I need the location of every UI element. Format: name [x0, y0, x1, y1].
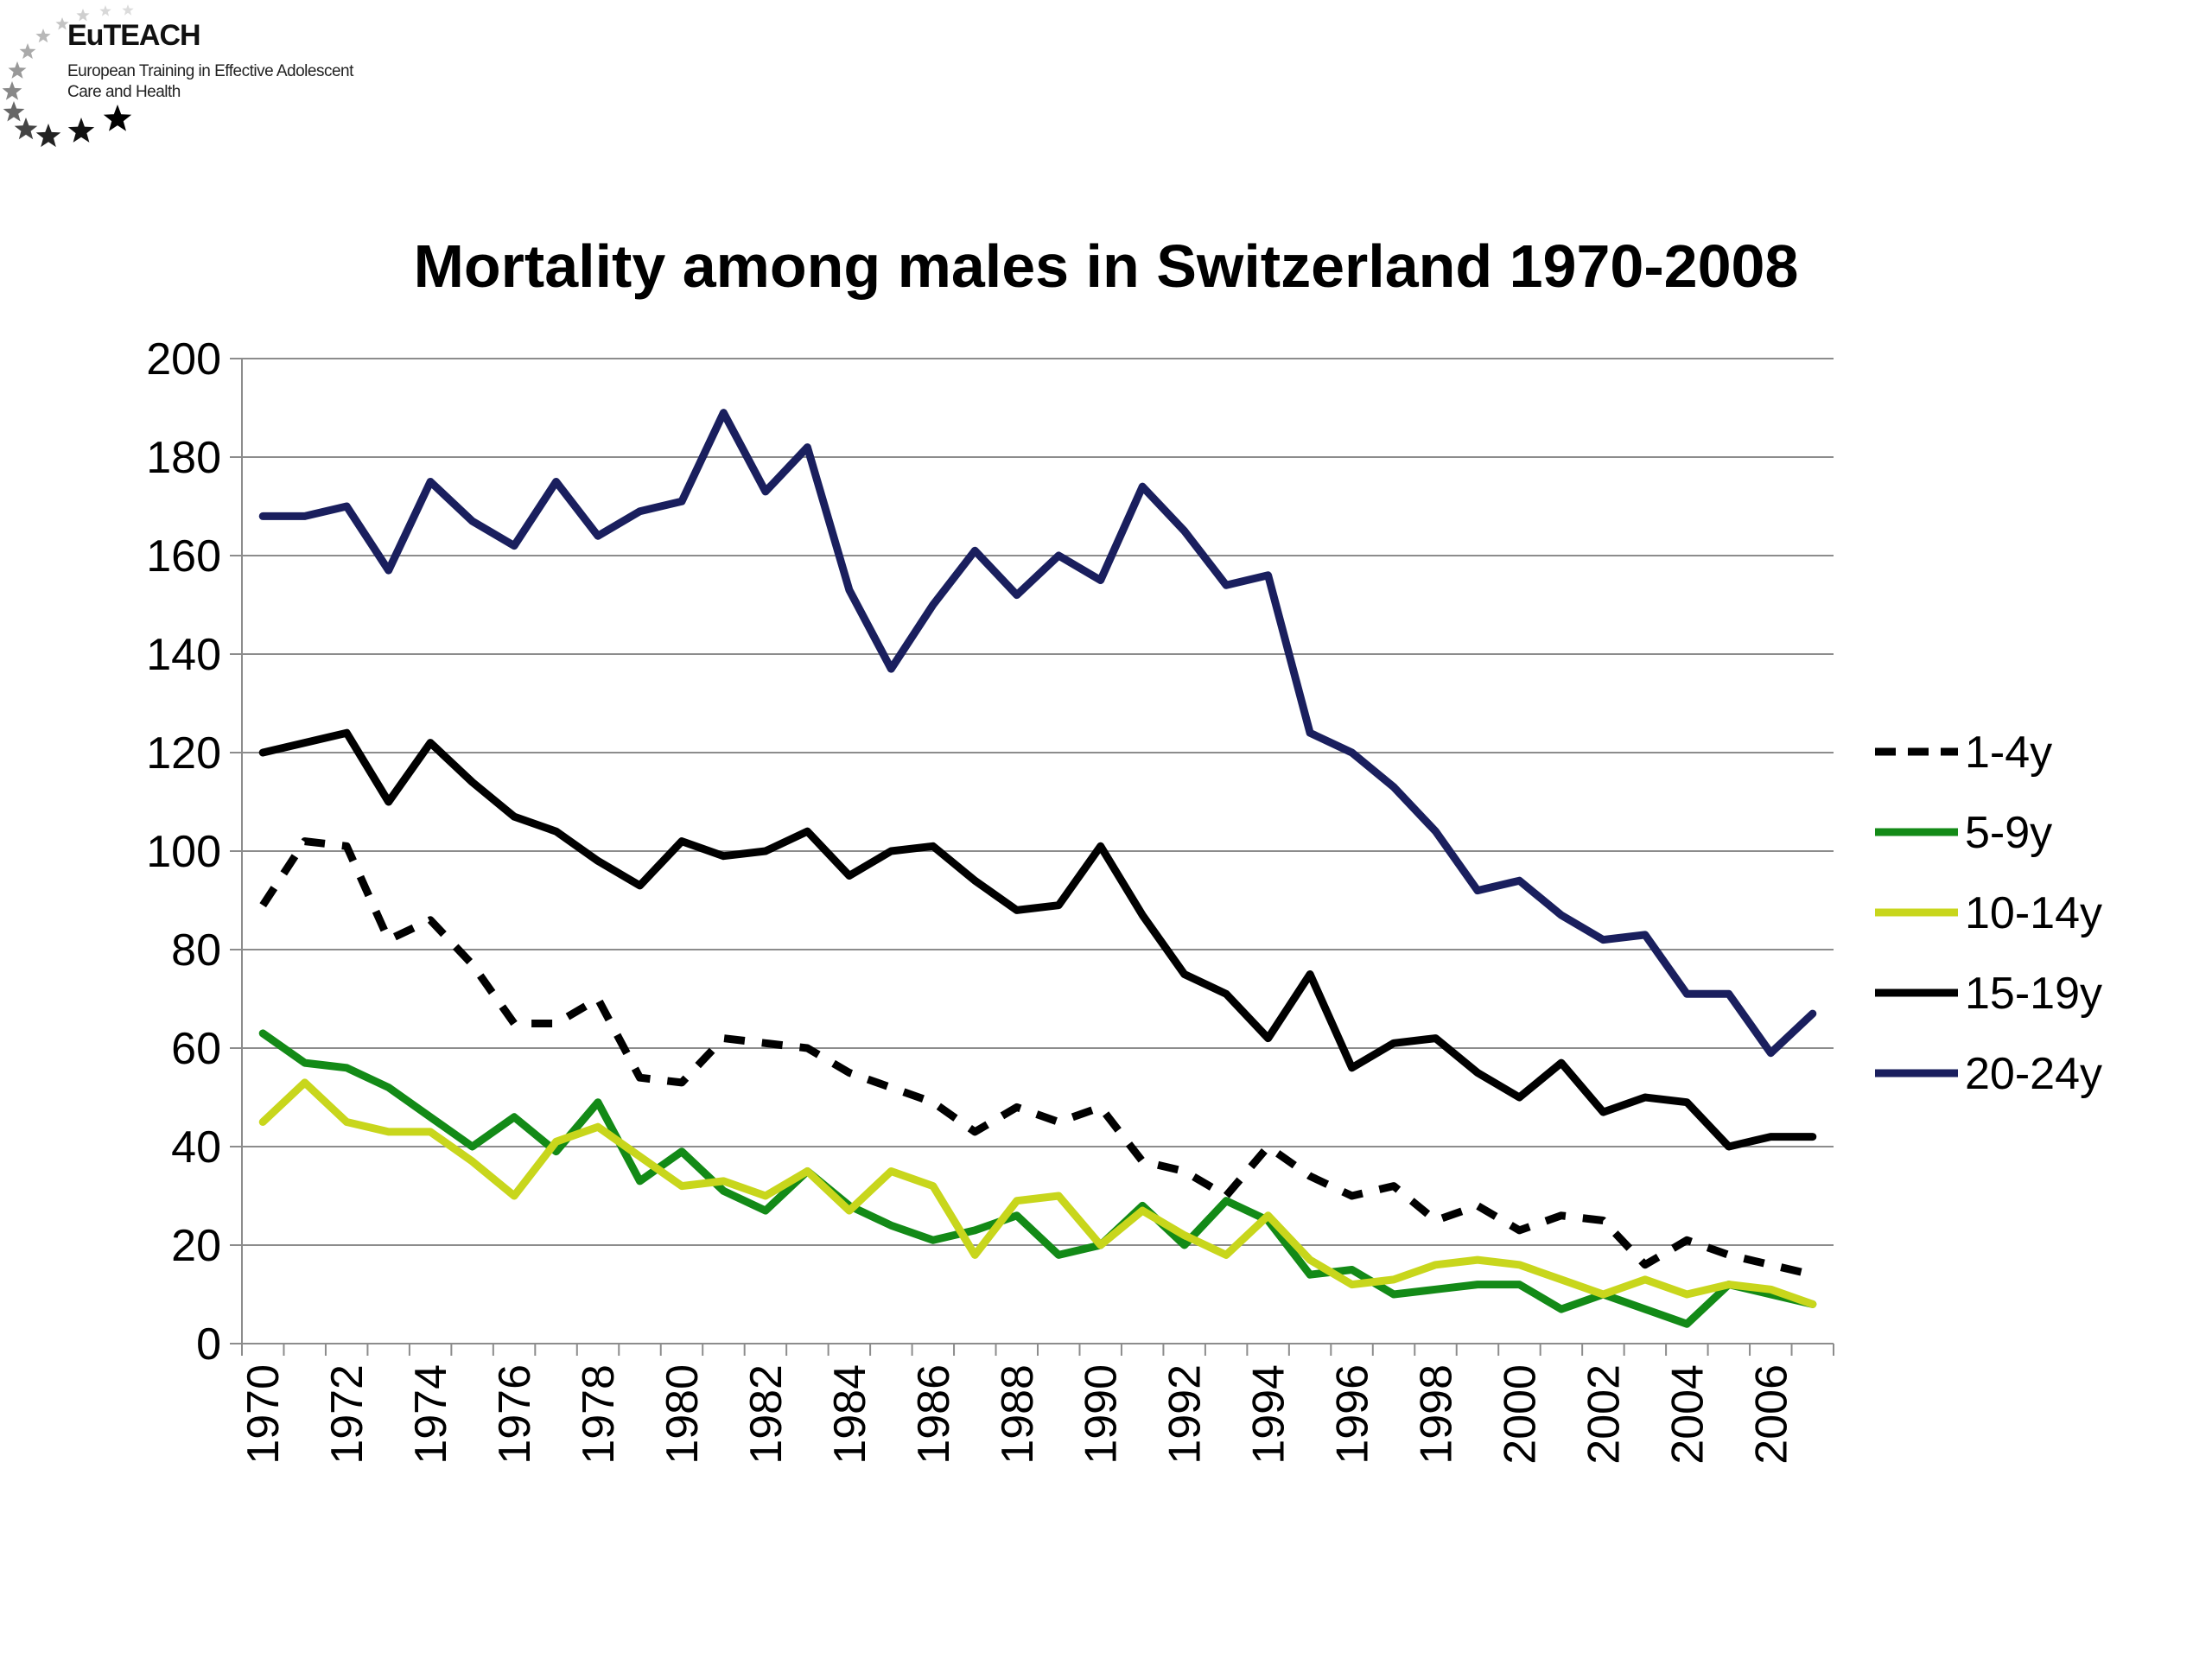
series-line-20-24y — [258, 409, 1817, 1058]
legend: 1-4y 5-9y 10-14y 15-19y 20-24y — [1875, 728, 2102, 1099]
series-line-1-4y — [259, 837, 1814, 1279]
x-tick-label: 1970 — [238, 1364, 289, 1465]
chart-title: Mortality among males in Switzerland 197… — [413, 232, 1799, 300]
euteach-logo: EuTEACH European Training in Effective A… — [0, 0, 363, 173]
y-tick-label: 100 — [146, 827, 221, 877]
x-tick-label: 1980 — [658, 1364, 708, 1465]
y-tick-label: 120 — [146, 728, 221, 779]
y-tick-label: 60 — [171, 1024, 221, 1074]
axes: 0 20 40 60 80 100 120 140 160 180 200 1970 1972 1974 1… — [146, 334, 1834, 1465]
x-tick-label: 1986 — [909, 1364, 959, 1465]
y-tick-label: 0 — [196, 1319, 221, 1370]
x-tick-label: 1974 — [406, 1364, 456, 1465]
y-tick-label: 160 — [146, 531, 221, 582]
x-tick-label: 1984 — [825, 1364, 875, 1465]
x-tick-label: 1992 — [1160, 1364, 1211, 1465]
logo-title: EuTEACH — [67, 19, 201, 52]
x-tick-label: 1994 — [1244, 1364, 1294, 1465]
y-tick-label: 20 — [171, 1221, 221, 1271]
x-tick-label: 1988 — [993, 1364, 1043, 1465]
logo-subtitle-line2: Care and Health — [67, 83, 181, 101]
x-tick-label: 1996 — [1328, 1364, 1378, 1465]
x-tick-label: 1982 — [741, 1364, 791, 1465]
x-tick-label: 1998 — [1412, 1364, 1462, 1465]
x-tick-label: 1972 — [322, 1364, 372, 1465]
y-tick-label: 40 — [171, 1122, 221, 1173]
series-line-10-14y — [258, 1078, 1817, 1308]
x-tick-label: 2002 — [1579, 1364, 1629, 1465]
series-line-5-9y — [258, 1029, 1817, 1328]
gridlines — [242, 358, 1834, 1246]
legend-label: 20-24y — [1965, 1049, 2102, 1099]
euteach-stars-logo-icon — [2, 4, 134, 148]
legend-label: 10-14y — [1965, 888, 2102, 938]
legend-label: 1-4y — [1965, 728, 2052, 778]
y-tick-label: 180 — [146, 433, 221, 483]
legend-label: 5-9y — [1965, 808, 2052, 858]
series-line-15-19y — [258, 728, 1817, 1151]
legend-label: 15-19y — [1965, 969, 2102, 1019]
x-tick-label: 1990 — [1077, 1364, 1127, 1465]
x-tick-label: 1976 — [490, 1364, 540, 1465]
x-tick-label: 2006 — [1746, 1364, 1796, 1465]
y-tick-label: 200 — [146, 334, 221, 385]
y-tick-label: 140 — [146, 630, 221, 680]
y-tick-label: 80 — [171, 925, 221, 976]
series-lines — [258, 409, 1817, 1328]
x-tick-label: 2004 — [1662, 1364, 1713, 1465]
x-tick-label: 2000 — [1495, 1364, 1545, 1465]
x-tick-label: 1978 — [574, 1364, 624, 1465]
logo-subtitle-line1: European Training in Effective Adolescen… — [67, 62, 353, 80]
